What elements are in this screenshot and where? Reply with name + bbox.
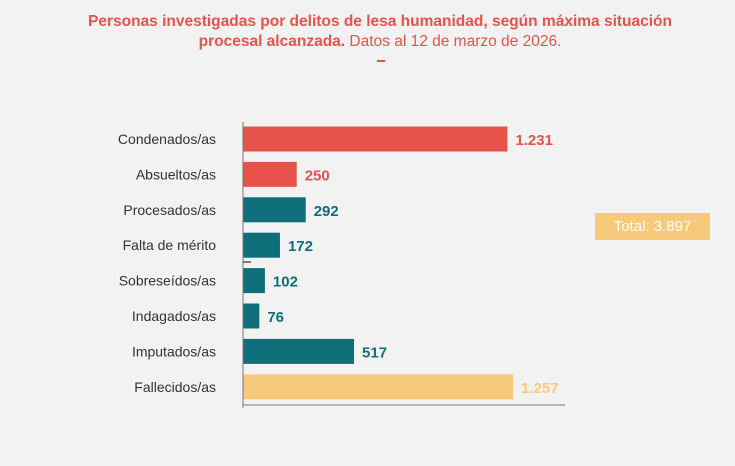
title-date: Datos al 12 de marzo de 2026. (345, 33, 562, 50)
category-label: Condenados/as (118, 131, 216, 147)
value-label: 1.231 (515, 132, 553, 149)
title-bold: Personas investigadas por delitos de les… (87, 13, 672, 50)
value-label: 102 (273, 274, 298, 291)
value-label: 76 (267, 309, 284, 326)
value-label: 250 (305, 167, 330, 184)
bar (243, 303, 260, 329)
value-label: 1.257 (521, 380, 559, 397)
total-badge: Total: 3.897 (595, 213, 710, 240)
bar (243, 232, 280, 258)
value-label: 172 (288, 238, 313, 255)
value-label: 517 (362, 344, 387, 361)
category-label: Fallecidos/as (134, 379, 216, 395)
category-label: Procesados/as (123, 202, 216, 218)
category-label: Sobreseídos/as (119, 273, 216, 289)
chart-title: Personas investigadas por delitos de les… (60, 12, 700, 52)
bar (243, 197, 306, 223)
category-label: Indagados/as (132, 308, 216, 324)
category-label: Falta de mérito (123, 237, 217, 253)
bar (243, 338, 355, 364)
value-label: 292 (314, 203, 339, 220)
bar (243, 161, 297, 187)
bar (243, 268, 265, 294)
bar (243, 374, 513, 400)
category-label: Imputados/as (132, 343, 216, 359)
title-dash (377, 60, 385, 62)
bar (243, 126, 508, 152)
category-label: Absueltos/as (136, 166, 216, 182)
